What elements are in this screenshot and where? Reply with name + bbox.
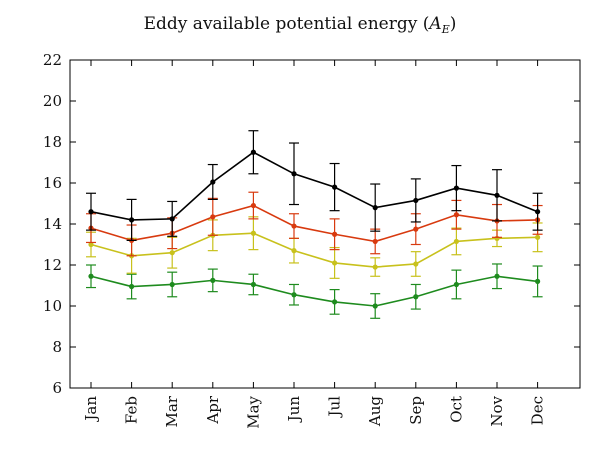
data-point <box>291 223 297 229</box>
chart-title: Eddy available potential energy (AE) <box>0 14 600 36</box>
x-tick-label: Jun <box>285 396 303 424</box>
y-tick-label: 14 <box>43 215 62 233</box>
data-point <box>535 234 541 240</box>
data-point <box>372 205 378 211</box>
data-point <box>332 231 338 237</box>
y-tick-label: 16 <box>43 174 62 192</box>
series-line <box>90 232 538 268</box>
series-layer <box>86 130 543 319</box>
y-tick-label: 10 <box>43 297 62 315</box>
series-line <box>90 204 538 243</box>
data-point <box>291 171 297 177</box>
x-tick-label: Jan <box>82 396 100 423</box>
data-point <box>372 303 378 309</box>
series-line <box>90 151 538 221</box>
data-point <box>332 184 338 190</box>
data-point <box>88 241 94 248</box>
x-tick-label: Mar <box>163 395 181 427</box>
x-tick-label: Jul <box>326 396 344 419</box>
x-tick-label: Aug <box>366 396 384 427</box>
data-point <box>332 260 338 266</box>
y-tick-label: 8 <box>52 338 62 356</box>
x-tick-label: Nov <box>488 395 506 426</box>
data-point <box>250 149 256 155</box>
chart-title-close: ) <box>449 14 457 34</box>
data-point <box>453 212 459 218</box>
data-point <box>494 192 500 198</box>
data-point <box>169 216 175 222</box>
y-tick-label: 20 <box>43 92 62 110</box>
data-point <box>535 278 541 284</box>
data-point <box>332 299 338 305</box>
plot-frame <box>69 59 581 389</box>
series-line <box>90 275 538 307</box>
data-point <box>372 264 378 270</box>
data-point <box>453 185 459 191</box>
chart-title-text: Eddy available potential energy ( <box>143 14 430 34</box>
x-tick-label: Feb <box>123 396 141 424</box>
data-point <box>453 238 459 245</box>
data-point <box>291 292 297 298</box>
y-tick-label: 12 <box>43 256 62 274</box>
x-axis: Jan Feb Mar Apr May Jun Jul Aug Sep Oct Nov Dec <box>82 60 547 429</box>
x-tick-label: Sep <box>407 396 425 425</box>
data-point <box>453 281 459 288</box>
data-point <box>291 248 297 254</box>
x-tick-label: Dec <box>529 396 547 425</box>
data-point <box>250 230 256 236</box>
data-point <box>413 261 419 267</box>
y-tick-label: 22 <box>43 51 62 69</box>
series <box>86 263 543 319</box>
chart-title-subscript: E <box>441 23 450 36</box>
y-tick-label: 18 <box>43 133 62 151</box>
x-tick-label: Apr <box>204 395 222 424</box>
data-point <box>413 197 419 204</box>
x-tick-label: Oct <box>447 396 465 423</box>
data-point <box>210 179 216 185</box>
data-point <box>372 238 378 245</box>
data-point <box>210 214 216 220</box>
data-point <box>535 209 541 215</box>
data-point <box>129 283 135 290</box>
data-point <box>494 273 500 279</box>
data-point <box>129 217 135 223</box>
data-point <box>169 250 175 256</box>
series <box>86 130 543 241</box>
data-point <box>250 281 256 288</box>
data-point <box>250 202 256 209</box>
data-point <box>210 277 216 283</box>
data-point <box>88 209 94 215</box>
data-point <box>413 294 419 300</box>
data-point <box>413 226 419 232</box>
chart-title-symbol: A <box>429 14 442 34</box>
series <box>86 191 543 257</box>
x-tick-label: May <box>244 395 262 428</box>
y-tick-label: 6 <box>52 379 62 397</box>
data-point <box>88 273 94 279</box>
series <box>86 216 543 279</box>
y-axis: 6 8 10 12 14 16 18 20 22 <box>43 51 580 397</box>
data-point <box>169 281 175 288</box>
